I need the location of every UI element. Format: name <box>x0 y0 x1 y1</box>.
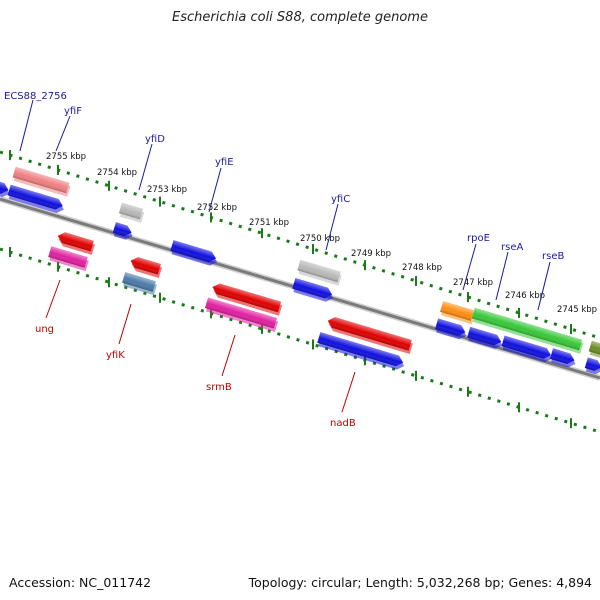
scale-label-2752: 2752 kbp <box>197 203 237 213</box>
gene-arrow-left-edge <box>0 178 10 198</box>
gene-yfik-2-shade <box>122 272 156 292</box>
gene-label-yfie: yfiE <box>215 157 234 168</box>
gene-label-rsea: rseA <box>501 242 523 253</box>
map-title: Escherichia coli S88, complete genome <box>172 10 428 25</box>
scale-label-2745: 2745 kbp <box>557 305 597 315</box>
gene-rpoe-shade <box>440 301 474 321</box>
gene-callouts <box>19 99 551 413</box>
callout-yfik <box>118 303 132 345</box>
gene-nadb-2-shade <box>317 332 404 367</box>
gene-yfic <box>297 259 342 286</box>
callout-rsea <box>495 251 509 301</box>
gene-yfid-shade <box>118 202 144 220</box>
callout-yfif <box>55 115 71 152</box>
gene-rpoe-2 <box>435 318 467 340</box>
gene-rseb-2 <box>549 348 576 368</box>
gene-yfid <box>118 202 145 223</box>
callout-ung <box>45 279 61 319</box>
gene-right-edge <box>588 340 600 359</box>
gene-label-nadb: nadB <box>330 418 356 429</box>
gene-rsea <box>471 307 584 354</box>
gene-right-edge-shade <box>588 340 600 356</box>
gene-label-srmb: srmB <box>206 382 232 393</box>
scale-label-2749: 2749 kbp <box>351 249 391 259</box>
gene-label-ung: ung <box>35 324 54 335</box>
gene-rpoe <box>440 301 475 325</box>
gene-rseb <box>501 335 553 363</box>
gene-rsea-2-shade <box>467 326 502 346</box>
gene-rsea-shade <box>471 307 583 351</box>
gene-yfie <box>170 240 218 266</box>
callout-rpoe <box>462 243 477 291</box>
gene-rsea-2 <box>467 326 503 349</box>
callout-nadb <box>341 371 356 413</box>
gene-label-yfic: yfiC <box>331 194 350 205</box>
gene-yfic-small <box>292 278 334 302</box>
gene-rseb-2-shade <box>549 348 575 364</box>
gene-label-rpoe: rpoE <box>467 233 490 244</box>
callout-rseb <box>537 261 551 311</box>
scale-label-2748: 2748 kbp <box>402 263 442 273</box>
callout-srmb <box>221 334 236 377</box>
scale-label-2747: 2747 kbp <box>453 278 493 288</box>
gene-yfic-small-shade <box>292 278 333 299</box>
gene-yfid-small <box>112 222 133 240</box>
scale-label-2753: 2753 kbp <box>147 185 187 195</box>
accession-text: Accession: NC_011742 <box>9 575 152 590</box>
gene-yfif <box>7 184 64 214</box>
gene-yfid-small-shade <box>112 222 132 237</box>
callout-yfic <box>325 203 339 251</box>
gene-rseb-shade <box>501 335 551 359</box>
gene-srmb <box>212 283 283 316</box>
gene-rpoe-2-shade <box>435 318 466 336</box>
gene-yfif-shade <box>7 184 63 210</box>
gene-srmb-2-shade <box>204 297 278 329</box>
gene-labels: ECS88_2756 yfiF yfiD yfiE yfiC rpoE rseA… <box>4 91 564 429</box>
genome-summary-text: Topology: circular; Length: 5,032,268 bp… <box>248 575 592 590</box>
gene-yfik-2 <box>122 272 157 296</box>
scale-label-2746: 2746 kbp <box>505 291 545 301</box>
gene-arrow-left-edge-depth <box>0 182 10 198</box>
scale-label-2755: 2755 kbp <box>46 152 86 162</box>
gene-label-yfik: yfiK <box>106 350 125 361</box>
gene-ecs88-2756 <box>12 166 71 197</box>
scale-label-2754: 2754 kbp <box>97 168 137 178</box>
gene-srmb-shade <box>212 283 282 313</box>
scale-label-2750: 2750 kbp <box>300 234 340 244</box>
gene-nadb <box>327 317 413 355</box>
gene-label-yfid: yfiD <box>145 134 165 145</box>
gene-arrow-left-edge-shade <box>0 178 9 194</box>
gene-right-edge-2-shade <box>584 357 600 371</box>
callout-yfid <box>138 143 153 191</box>
scale-labels: 2755 kbp 2754 kbp 2753 kbp 2752 kbp 2751… <box>46 152 597 315</box>
gene-features <box>0 166 600 375</box>
gene-nadb-shade <box>327 317 412 351</box>
callout-yfie <box>208 167 222 213</box>
gene-label-rseb: rseB <box>542 251 564 262</box>
gene-ung-shade <box>57 232 94 252</box>
gene-yfic-shade <box>297 259 341 283</box>
gene-ecs88-2756-shade <box>12 166 70 194</box>
gene-ung-2 <box>48 246 89 272</box>
gene-nadb-2 <box>317 332 405 370</box>
gene-yfik-shade <box>130 257 161 275</box>
gene-label-yfif: yfiF <box>64 106 82 117</box>
gene-right-edge-2 <box>584 357 600 375</box>
gene-label-ecs88-2756: ECS88_2756 <box>4 91 67 102</box>
gene-srmb-2 <box>204 297 279 333</box>
scale-ticks <box>9 150 572 335</box>
scale-label-2751: 2751 kbp <box>249 218 289 228</box>
callout-ecs88-2756 <box>19 99 34 152</box>
lower-scale-track <box>0 247 600 434</box>
gene-yfik <box>130 257 163 279</box>
gene-ung-2-shade <box>48 246 88 268</box>
gene-ung <box>57 232 95 255</box>
gene-yfie-shade <box>170 240 217 263</box>
